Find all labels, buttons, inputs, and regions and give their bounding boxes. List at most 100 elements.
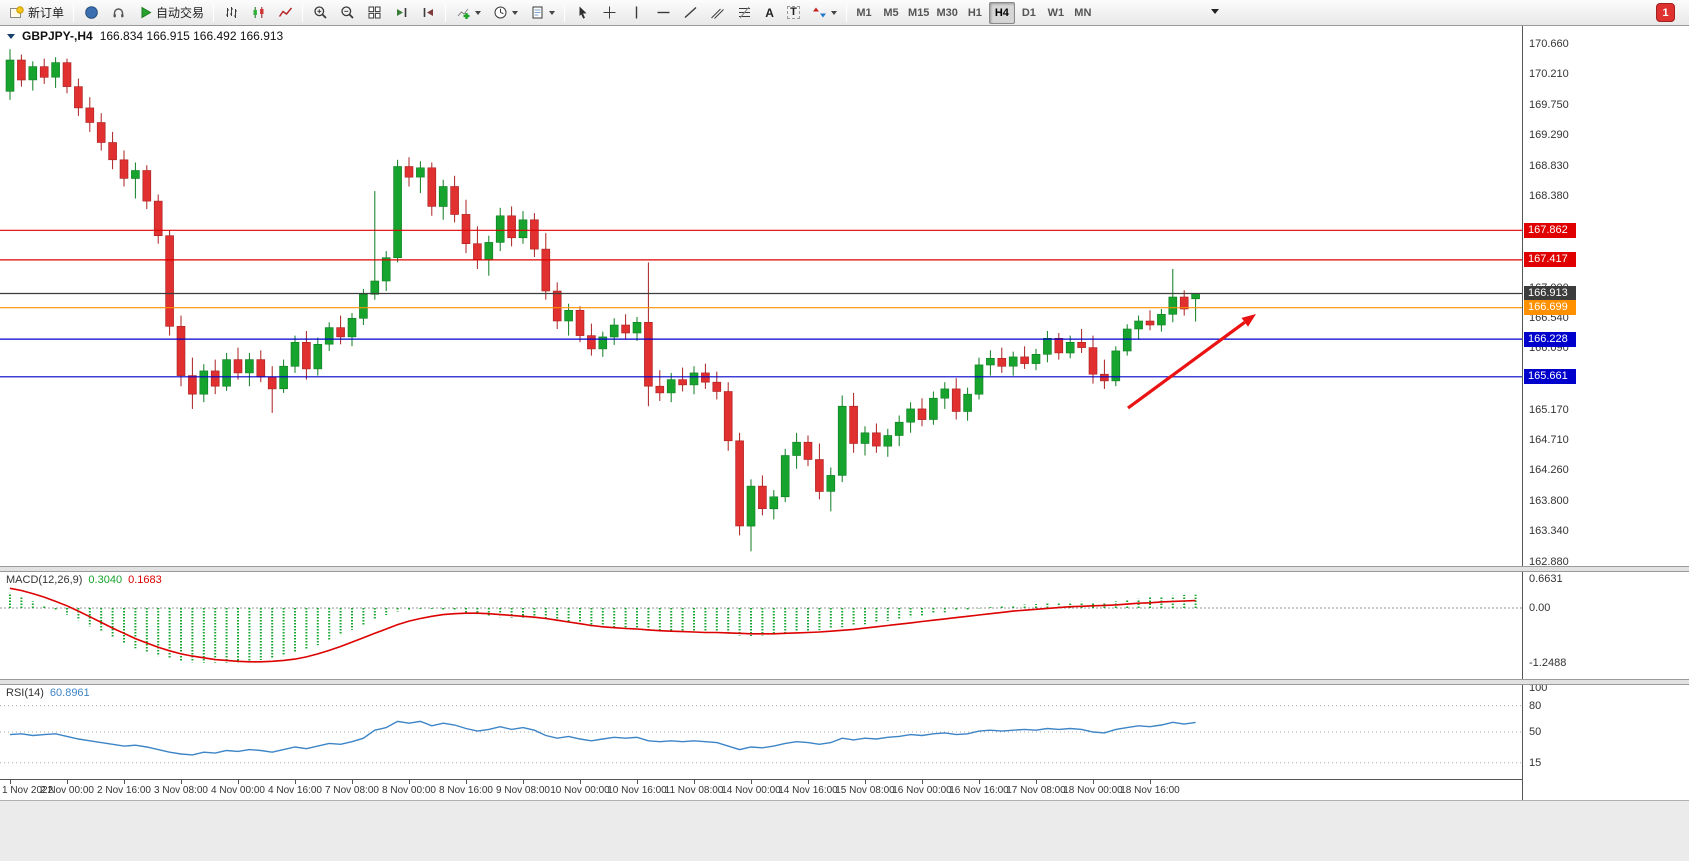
pane-splitter[interactable] <box>0 566 1689 572</box>
price-axis[interactable]: 170.660 170.210 169.750 169.290 168.830 168.3… <box>1522 26 1689 800</box>
price-tick-label: 162.880 <box>1529 556 1569 568</box>
timeframe-m5-button[interactable]: M5 <box>883 6 899 19</box>
profile-icon <box>83 5 99 20</box>
time-tick <box>865 780 866 784</box>
auto-trading-play-icon <box>137 5 153 20</box>
crosshair-icon <box>601 5 617 20</box>
add-indicator-icon <box>455 5 471 20</box>
time-label: 4 Nov 16:00 <box>268 785 322 796</box>
new-order-label: 新订单 <box>28 6 65 20</box>
rsi-axis-label: 80 <box>1529 699 1542 712</box>
price-tick-label: 163.800 <box>1529 494 1569 507</box>
bar-chart-button[interactable] <box>218 2 244 24</box>
timeframe-mn-button[interactable]: MN <box>1074 6 1092 19</box>
notification-badge[interactable]: 1 <box>1656 3 1675 22</box>
cursor-icon <box>574 5 590 20</box>
profile-button[interactable] <box>78 2 104 24</box>
chart-shift-icon <box>420 5 436 20</box>
pane-splitter[interactable] <box>0 679 1689 685</box>
price-tick-label: 164.710 <box>1529 434 1569 447</box>
timeframe-w1-button[interactable]: W1 <box>1047 6 1065 19</box>
text-tool-button[interactable]: A <box>758 2 781 24</box>
clock-icon <box>492 5 508 20</box>
timeframe-m1-button[interactable]: M1 <box>856 6 872 19</box>
time-tick <box>979 780 980 784</box>
price-tick-label: 163.340 <box>1529 525 1569 538</box>
price-tick-label: 169.290 <box>1529 129 1569 142</box>
rsi-indicator-pane[interactable] <box>0 685 1522 779</box>
macd-label: MACD(12,26,9) 0.3040 0.1683 <box>6 574 162 586</box>
timeframe-h1-button[interactable]: H1 <box>967 6 982 19</box>
time-label: 15 Nov 08:00 <box>835 785 895 796</box>
new-order-button[interactable]: 新订单 <box>4 2 69 24</box>
vertical-line-tool-button[interactable] <box>623 2 649 24</box>
price-line-label: 167.417 <box>1524 252 1576 268</box>
time-tick <box>466 780 467 784</box>
time-label: 14 Nov 00:00 <box>721 785 781 796</box>
separator <box>302 3 304 22</box>
price-tick-label: 165.170 <box>1529 403 1569 416</box>
fibonacci-icon <box>736 5 752 20</box>
rsi-axis-label: 100 <box>1529 682 1548 694</box>
time-tick <box>1093 780 1094 784</box>
candlestick-chart-button[interactable] <box>245 2 271 24</box>
macd-name: MACD(12,26,9) <box>6 574 83 586</box>
zoom-out-button[interactable] <box>334 2 360 24</box>
crosshair-tool-button[interactable] <box>596 2 622 24</box>
arrows-tool-button[interactable] <box>806 2 842 24</box>
timeframe-m15-button[interactable]: M15 <box>908 6 930 19</box>
chevron-down-icon <box>512 10 519 15</box>
separator <box>445 3 447 22</box>
price-line-label: 167.862 <box>1524 222 1576 238</box>
timeframe-h4-button[interactable]: H4 <box>988 1 1015 24</box>
arrows-icon <box>811 5 827 20</box>
horizontal-line-tool-button[interactable] <box>650 2 676 24</box>
time-tick <box>238 780 239 784</box>
time-label: 9 Nov 08:00 <box>496 785 550 796</box>
label-tool-button[interactable]: T <box>782 2 805 24</box>
price-line-label: 165.661 <box>1524 369 1576 385</box>
period-button[interactable] <box>487 2 523 24</box>
zoom-in-icon <box>312 5 328 20</box>
template-button[interactable] <box>524 2 560 24</box>
macd-indicator-pane[interactable] <box>0 572 1522 679</box>
cursor-tool-button[interactable] <box>569 2 595 24</box>
auto-trading-button[interactable]: 自动交易 <box>132 2 209 24</box>
line-chart-icon <box>277 5 293 20</box>
add-indicator-button[interactable] <box>450 2 486 24</box>
time-label: 8 Nov 16:00 <box>439 785 493 796</box>
toolbar: 新订单 自动交易 <box>0 0 1689 26</box>
separator <box>564 3 566 22</box>
headset-icon <box>110 5 126 20</box>
chart-ohlc-values: 166.834 166.915 166.492 166.913 <box>99 29 284 43</box>
time-tick <box>124 780 125 784</box>
auto-scroll-button[interactable] <box>388 2 414 24</box>
trendline-tool-button[interactable] <box>677 2 703 24</box>
timeframe-m30-button[interactable]: M30 <box>936 6 958 19</box>
channel-tool-button[interactable] <box>704 2 730 24</box>
trend-arrow-annotation[interactable] <box>1127 314 1256 410</box>
fibonacci-tool-button[interactable] <box>731 2 757 24</box>
window-menu-icon[interactable] <box>7 33 15 39</box>
line-chart-button[interactable] <box>272 2 298 24</box>
text-tool-icon: A <box>765 5 774 20</box>
zoom-in-button[interactable] <box>307 2 333 24</box>
chart-shift-button[interactable] <box>415 2 441 24</box>
chevron-down-icon <box>831 10 838 15</box>
time-label: 18 Nov 00:00 <box>1063 785 1123 796</box>
tile-windows-button[interactable] <box>361 2 387 24</box>
rsi-axis-label: 50 <box>1529 726 1542 738</box>
price-tick-label: 170.660 <box>1529 38 1569 50</box>
auto-scroll-icon <box>393 5 409 20</box>
timeframe-d1-button[interactable]: D1 <box>1021 6 1036 19</box>
macd-signal-line <box>9 587 1196 663</box>
time-axis[interactable]: 1 Nov 2022 2 Nov 00:00 2 Nov 16:00 3 Nov 08… <box>0 779 1522 800</box>
time-label: 10 Nov 16:00 <box>607 785 667 796</box>
time-label: 17 Nov 08:00 <box>1006 785 1066 796</box>
toolbar-overflow-icon[interactable] <box>1211 9 1219 14</box>
support-button[interactable] <box>105 2 131 24</box>
macd-axis-label: 0.00 <box>1529 602 1551 614</box>
time-tick <box>580 780 581 784</box>
time-tick <box>1036 780 1037 784</box>
main-price-chart[interactable] <box>0 26 1522 566</box>
